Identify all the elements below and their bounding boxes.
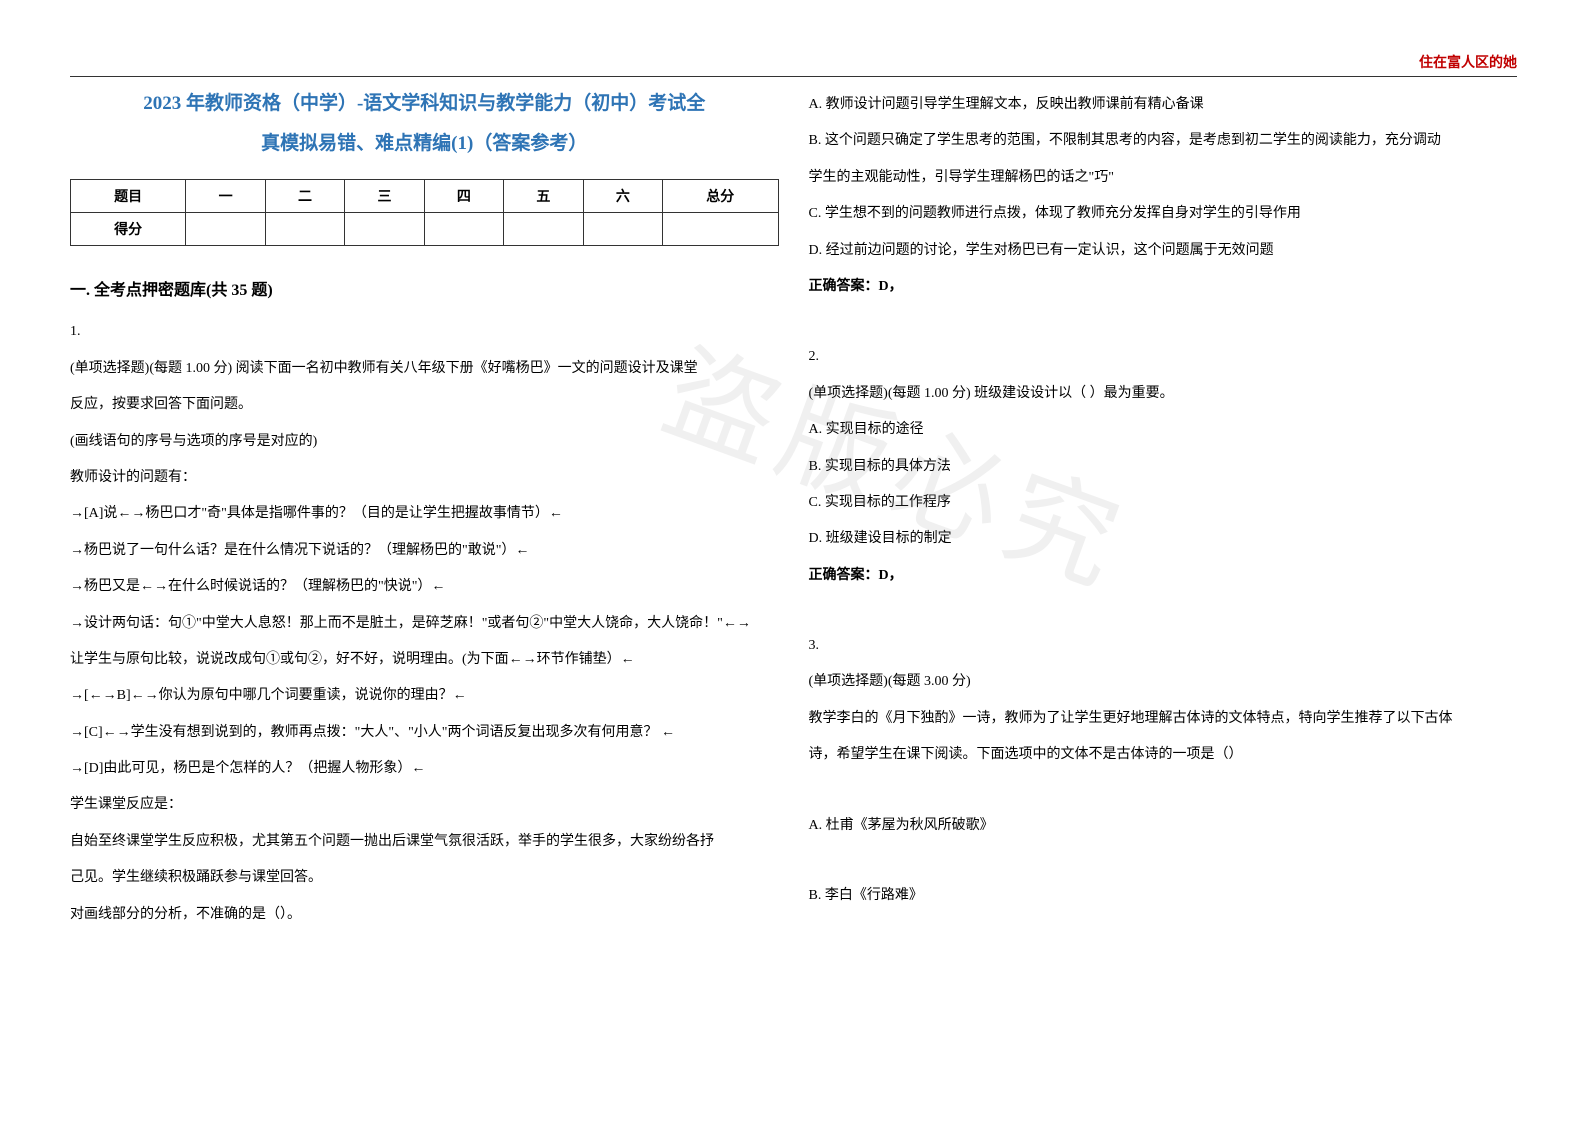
q2-option-c: C. 实现目标的工作程序 (809, 485, 1518, 521)
q2-number: 2. (809, 339, 1518, 375)
q1-line: (画线语句的序号与选项的序号是对应的) (70, 424, 779, 460)
q1-line: 学生课堂反应是： (70, 787, 779, 823)
q1-line: →[A]说←→杨巴口才"奇"具体是指哪件事的？（目的是让学生把握故事情节）← (70, 496, 779, 532)
q1-line: →杨巴又是←→在什么时候说话的？（理解杨巴的"快说"）← (70, 569, 779, 605)
question-1-body: 1. (单项选择题)(每题 1.00 分) 阅读下面一名初中教师有关八年级下册《… (70, 314, 779, 933)
table-cell (345, 213, 424, 246)
q3-number: 3. (809, 628, 1518, 664)
q3-option-b: B. 李白《行路难》 (809, 878, 1518, 914)
section-heading: 一. 全考点押密题库(共 35 题) (70, 276, 779, 300)
q1-line: 对画线部分的分析，不准确的是（）。 (70, 897, 779, 933)
question-2-body: 2. (单项选择题)(每题 1.00 分) 班级建设设计以（ ）最为重要。 A.… (809, 339, 1518, 594)
table-header: 题目 (71, 180, 186, 213)
table-header: 五 (504, 180, 583, 213)
left-column: 2023 年教师资格（中学）-语文学科知识与教学能力（初中）考试全 真模拟易错、… (70, 87, 779, 933)
q1-line: →杨巴说了一句什么话？是在什么情况下说话的？（理解杨巴的"敢说"）← (70, 533, 779, 569)
table-row: 题目 一 二 三 四 五 六 总分 (71, 180, 779, 213)
q1-option-d: D. 经过前边问题的讨论，学生对杨巴已有一定认识，这个问题属于无效问题 (809, 233, 1518, 269)
table-cell (186, 213, 265, 246)
spacer (809, 844, 1518, 878)
table-header: 六 (583, 180, 662, 213)
q3-line: 诗，希望学生在课下阅读。下面选项中的文体不是古体诗的一项是（） (809, 737, 1518, 773)
q2-answer: 正确答案：D， (809, 558, 1518, 594)
exam-title-line2: 真模拟易错、难点精编(1)（答案参考） (70, 127, 779, 161)
q2-option-b: B. 实现目标的具体方法 (809, 449, 1518, 485)
q1-line: 教师设计的问题有： (70, 460, 779, 496)
q2-option-d: D. 班级建设目标的制定 (809, 521, 1518, 557)
header-watermark: 住在富人区的她 (1419, 52, 1517, 72)
spacer (809, 594, 1518, 628)
q3-option-a: A. 杜甫《茅屋为秋风所破歌》 (809, 808, 1518, 844)
q1-line: 己见。学生继续积极踊跃参与课堂回答。 (70, 860, 779, 896)
q1-line: 自始至终课堂学生反应积极，尤其第五个问题一抛出后课堂气氛很活跃，举手的学生很多，… (70, 824, 779, 860)
q1-option-b-l2: 学生的主观能动性，引导学生理解杨巴的话之"巧" (809, 160, 1518, 196)
answer-value: D， (879, 568, 903, 583)
table-cell: 得分 (71, 213, 186, 246)
q1-options: A. 教师设计问题引导学生理解文本，反映出教师课前有精心备课 B. 这个问题只确… (809, 87, 1518, 305)
q1-number: 1. (70, 314, 779, 350)
top-divider (70, 76, 1517, 77)
q1-line: →[D]由此可见，杨巴是个怎样的人？（把握人物形象）← (70, 751, 779, 787)
answer-value: D， (879, 279, 903, 294)
right-column: A. 教师设计问题引导学生理解文本，反映出教师课前有精心备课 B. 这个问题只确… (809, 87, 1518, 933)
table-header: 二 (265, 180, 344, 213)
table-header: 总分 (663, 180, 778, 213)
q3-line: 教学李白的《月下独酌》一诗，教师为了让学生更好地理解古体诗的文体特点，特向学生推… (809, 701, 1518, 737)
q2-stem: (单项选择题)(每题 1.00 分) 班级建设设计以（ ）最为重要。 (809, 376, 1518, 412)
table-header: 三 (345, 180, 424, 213)
q2-option-a: A. 实现目标的途径 (809, 412, 1518, 448)
score-table: 题目 一 二 三 四 五 六 总分 得分 (70, 179, 779, 246)
spacer (809, 305, 1518, 339)
table-cell (424, 213, 503, 246)
q1-answer: 正确答案：D， (809, 269, 1518, 305)
table-cell (265, 213, 344, 246)
table-header: 四 (424, 180, 503, 213)
q1-option-b-l1: B. 这个问题只确定了学生思考的范围，不限制其思考的内容，是考虑到初二学生的阅读… (809, 123, 1518, 159)
two-column-layout: 2023 年教师资格（中学）-语文学科知识与教学能力（初中）考试全 真模拟易错、… (70, 87, 1517, 933)
table-header: 一 (186, 180, 265, 213)
table-row: 得分 (71, 213, 779, 246)
table-cell (583, 213, 662, 246)
q1-line: →[C]←→学生没有想到说到的，教师再点拨："大人"、"小人"两个词语反复出现多… (70, 715, 779, 751)
answer-label: 正确答案： (809, 568, 879, 583)
spacer (809, 774, 1518, 808)
answer-label: 正确答案： (809, 279, 879, 294)
q1-line: 反应，按要求回答下面问题。 (70, 387, 779, 423)
q1-line: 让学生与原句比较，说说改成句①或句②，好不好，说明理由。(为下面←→环节作铺垫）… (70, 642, 779, 678)
table-cell (504, 213, 583, 246)
q1-line: →[←→B]←→你认为原句中哪几个词要重读，说说你的理由？← (70, 678, 779, 714)
question-3-body: 3. (单项选择题)(每题 3.00 分) 教学李白的《月下独酌》一诗，教师为了… (809, 628, 1518, 914)
table-cell (663, 213, 778, 246)
q1-option-a: A. 教师设计问题引导学生理解文本，反映出教师课前有精心备课 (809, 87, 1518, 123)
exam-title-line1: 2023 年教师资格（中学）-语文学科知识与教学能力（初中）考试全 (70, 87, 779, 121)
q1-line: (单项选择题)(每题 1.00 分) 阅读下面一名初中教师有关八年级下册《好嘴杨… (70, 351, 779, 387)
q1-option-c: C. 学生想不到的问题教师进行点拨，体现了教师充分发挥自身对学生的引导作用 (809, 196, 1518, 232)
q3-stem: (单项选择题)(每题 3.00 分) (809, 664, 1518, 700)
q1-line: →设计两句话：句①"中堂大人息怒！那上而不是脏土，是碎芝麻！"或者句②"中堂大人… (70, 606, 779, 642)
